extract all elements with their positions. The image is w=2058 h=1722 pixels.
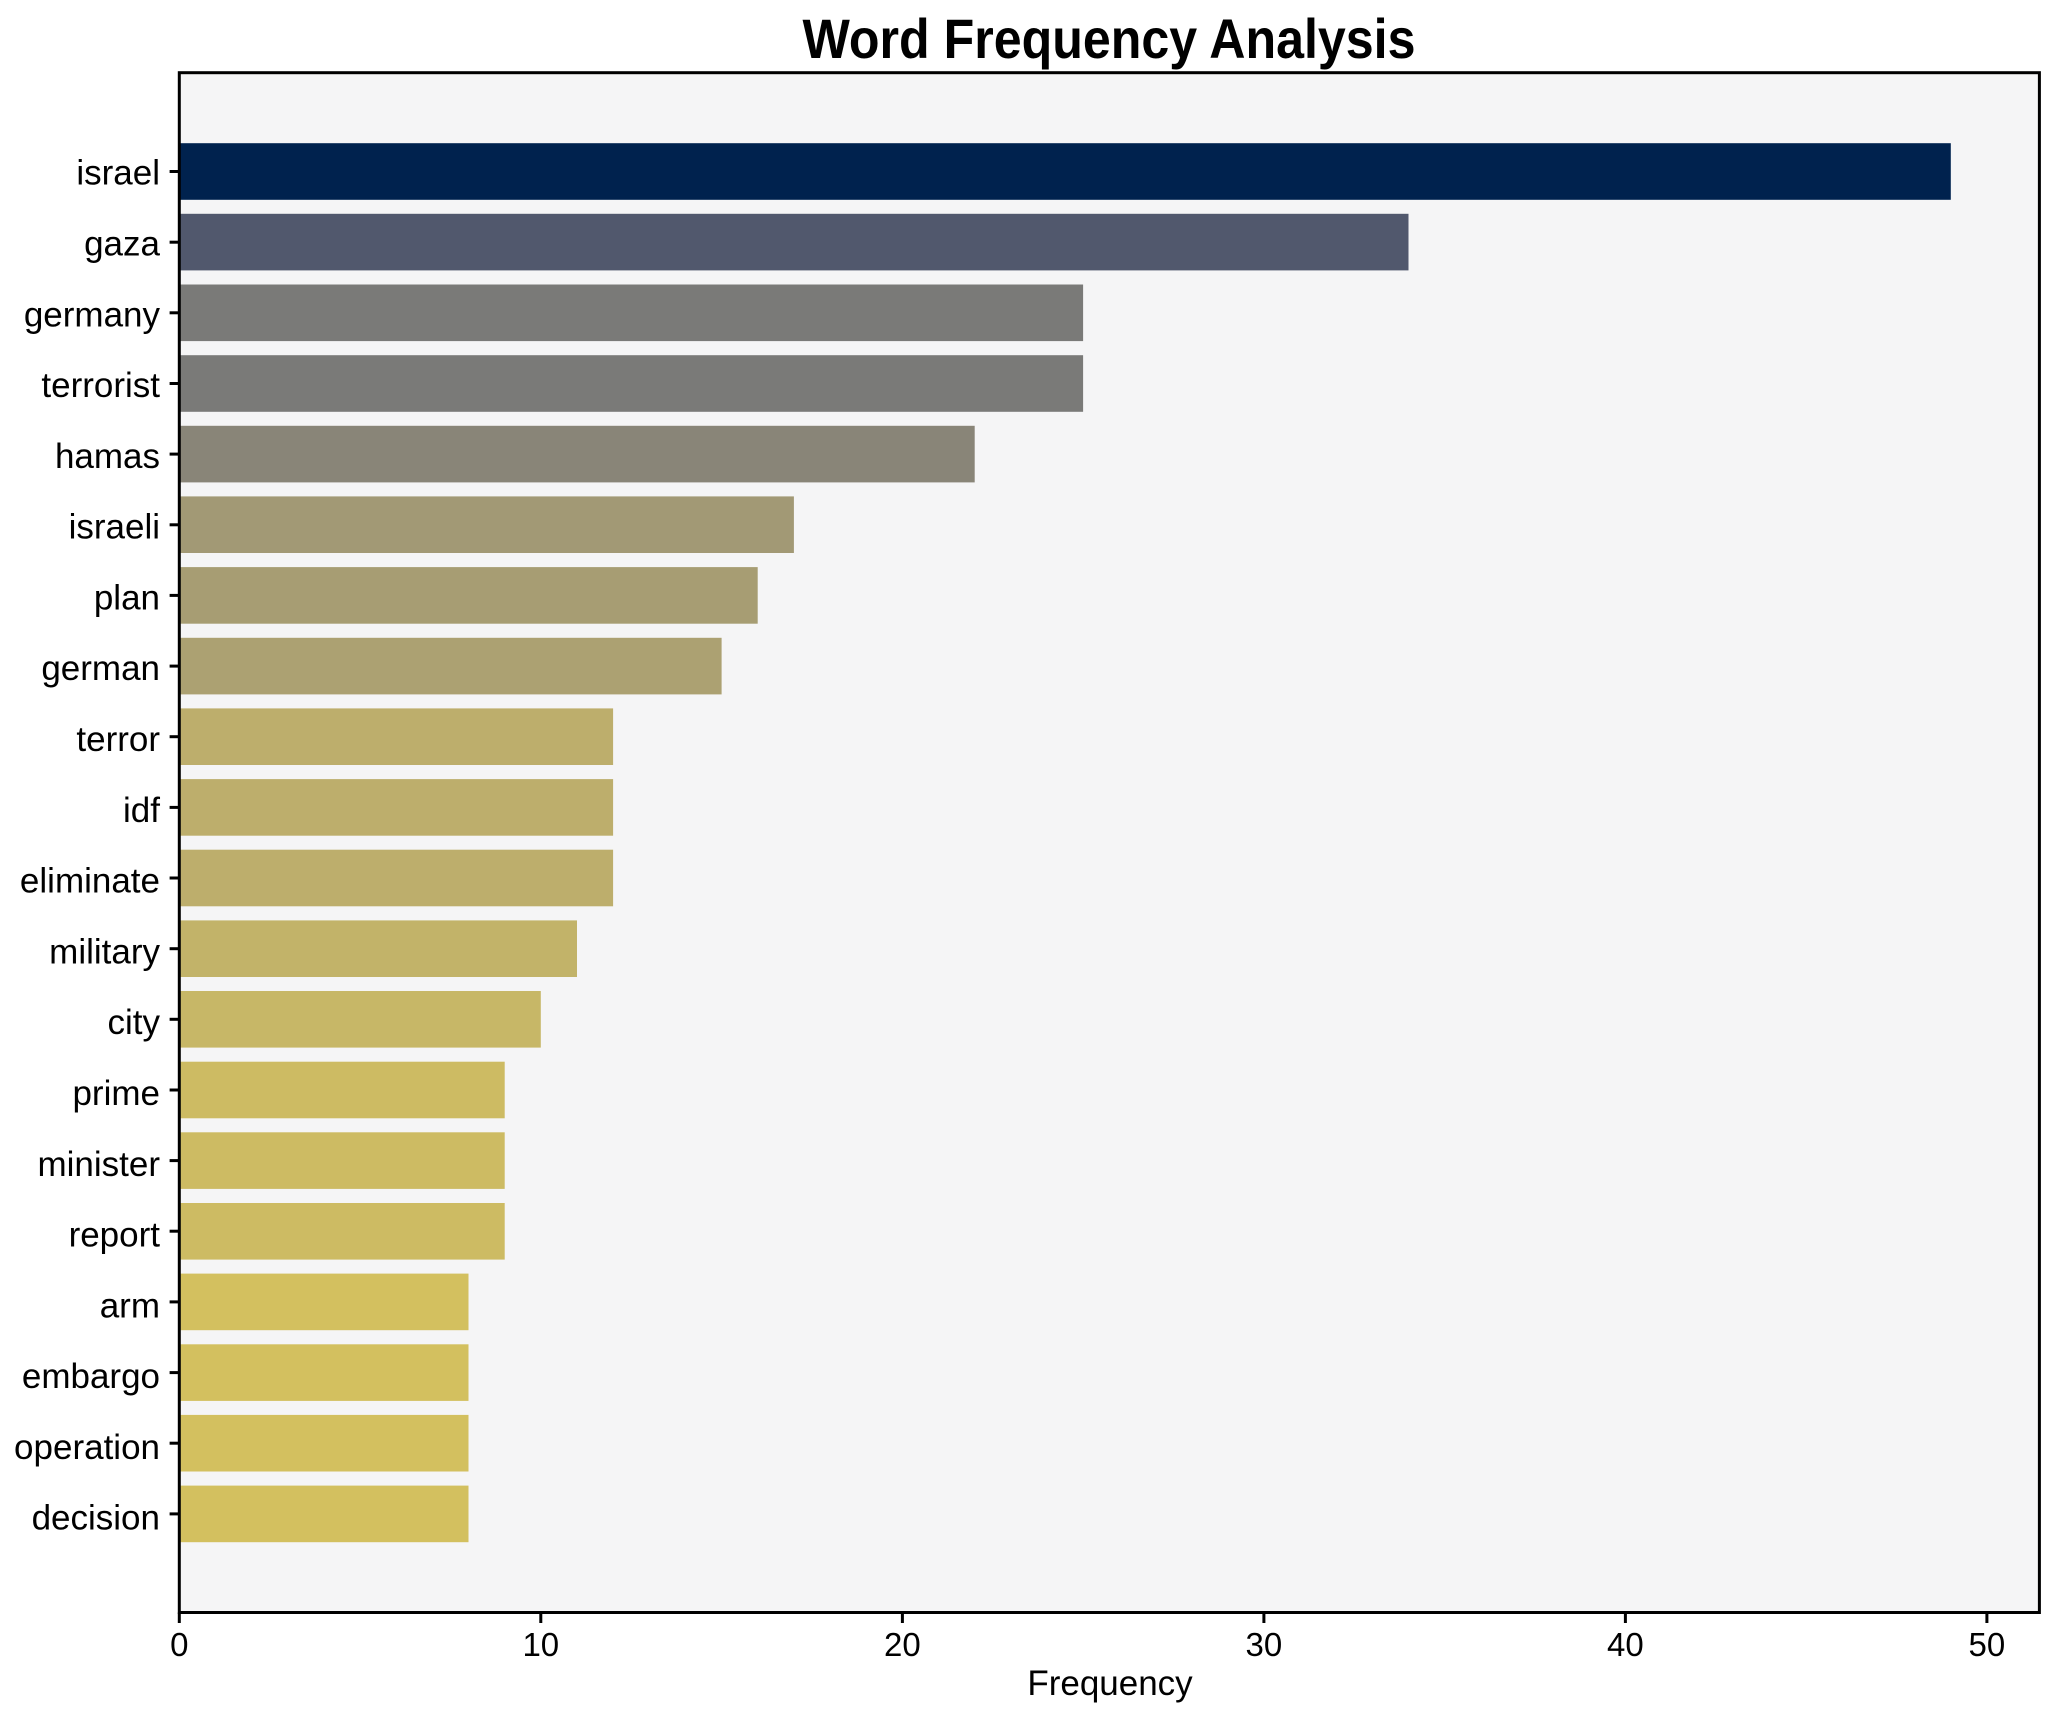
svg-text:military: military bbox=[49, 932, 160, 971]
svg-text:israeli: israeli bbox=[69, 508, 160, 547]
svg-text:50: 50 bbox=[1969, 1626, 2006, 1663]
svg-text:minister: minister bbox=[37, 1145, 160, 1184]
svg-text:hamas: hamas bbox=[55, 437, 160, 476]
svg-text:germany: germany bbox=[24, 295, 161, 334]
svg-text:40: 40 bbox=[1607, 1626, 1644, 1663]
svg-text:city: city bbox=[108, 1003, 161, 1042]
svg-text:operation: operation bbox=[14, 1428, 160, 1467]
svg-text:30: 30 bbox=[1246, 1626, 1283, 1663]
svg-text:report: report bbox=[69, 1216, 161, 1255]
svg-text:10: 10 bbox=[522, 1626, 559, 1663]
svg-text:israel: israel bbox=[76, 154, 160, 193]
svg-text:eliminate: eliminate bbox=[20, 862, 160, 901]
svg-text:gaza: gaza bbox=[84, 225, 160, 264]
svg-text:plan: plan bbox=[94, 578, 160, 617]
svg-text:terror: terror bbox=[76, 720, 160, 759]
svg-text:idf: idf bbox=[123, 791, 160, 830]
svg-text:Frequency: Frequency bbox=[1027, 1664, 1193, 1703]
svg-text:embargo: embargo bbox=[22, 1357, 160, 1396]
svg-text:arm: arm bbox=[100, 1286, 160, 1325]
svg-text:decision: decision bbox=[32, 1499, 160, 1538]
svg-text:20: 20 bbox=[884, 1626, 921, 1663]
svg-text:0: 0 bbox=[170, 1626, 188, 1663]
svg-text:Word Frequency Analysis: Word Frequency Analysis bbox=[803, 7, 1416, 70]
svg-text:terrorist: terrorist bbox=[41, 366, 160, 405]
svg-text:german: german bbox=[41, 649, 160, 688]
svg-text:prime: prime bbox=[72, 1074, 160, 1113]
